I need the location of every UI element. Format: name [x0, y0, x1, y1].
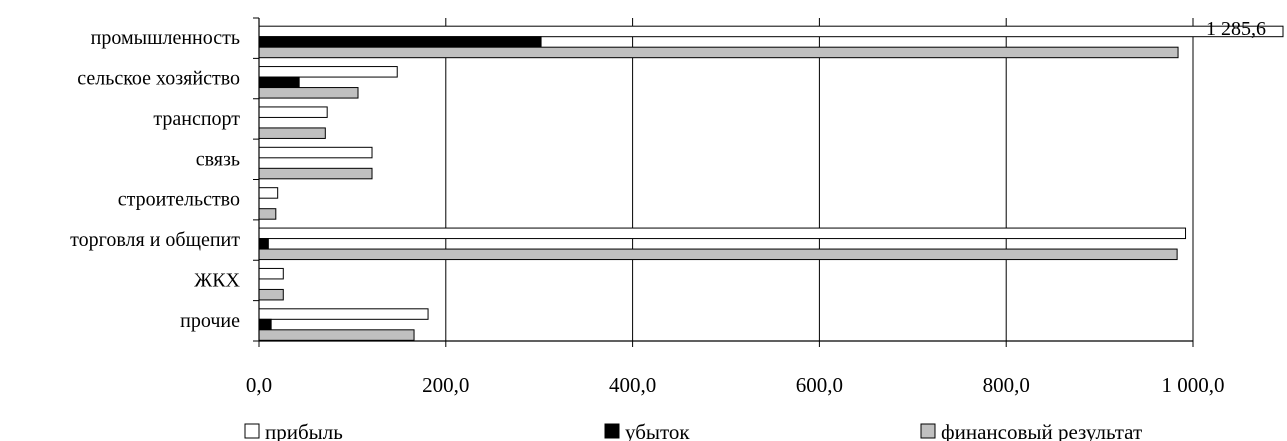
gridlines: [445, 18, 1194, 341]
x-tick-label: 400,0: [609, 373, 656, 397]
category-label: сельское хозяйство: [77, 68, 240, 90]
x-tick-label: 600,0: [796, 373, 843, 397]
bar: [258, 208, 277, 220]
bar: [258, 46, 1179, 59]
bar: [258, 66, 398, 78]
bar: [258, 146, 373, 159]
bar: [258, 329, 415, 341]
category-label: связь: [196, 148, 240, 170]
x-tick-label: 200,0: [422, 373, 469, 397]
bar: [258, 248, 1178, 261]
legend: прибыль убыток финансовый результат: [244, 420, 1142, 441]
bar: [258, 227, 1187, 240]
bars: [258, 25, 1284, 341]
bar: [258, 318, 272, 331]
category-label: транспорт: [153, 108, 240, 130]
category-label: торговля и общепит: [70, 229, 240, 251]
bar: [258, 127, 326, 139]
bar: [258, 167, 373, 180]
category-label: промышленность: [91, 27, 240, 49]
bar: [258, 25, 1284, 38]
bar: [258, 76, 300, 89]
legend-swatch: [920, 423, 936, 439]
tick-labels: 0,0 200,0 400,0 600,0 800,0 1 000,0: [246, 373, 1225, 397]
x-tick-label: 1 000,0: [1162, 373, 1225, 397]
data-label: 1 285,6: [1206, 18, 1266, 40]
bar: [258, 187, 279, 199]
bar: [258, 36, 542, 48]
bar: [258, 288, 284, 301]
bar: [258, 87, 359, 99]
category-label: прочие: [180, 310, 240, 332]
legend-label: убыток: [625, 420, 690, 441]
bar: [258, 308, 429, 320]
legend-swatch: [244, 423, 260, 439]
x-tick-label: 800,0: [983, 373, 1030, 397]
category-label: строительство: [118, 189, 240, 211]
x-tick-label: 0,0: [246, 373, 272, 397]
bar: [258, 106, 328, 118]
legend-swatch: [604, 423, 620, 439]
axes: [253, 17, 1194, 347]
legend-label: прибыль: [265, 420, 343, 441]
category-label: ЖКХ: [194, 269, 240, 291]
bar: [258, 238, 269, 250]
bar: [258, 267, 284, 280]
category-labels: промышленность сельское хозяйство транспор…: [70, 27, 240, 332]
legend-label: финансовый результат: [941, 420, 1142, 441]
annotations: 1 285,6: [1206, 18, 1266, 40]
